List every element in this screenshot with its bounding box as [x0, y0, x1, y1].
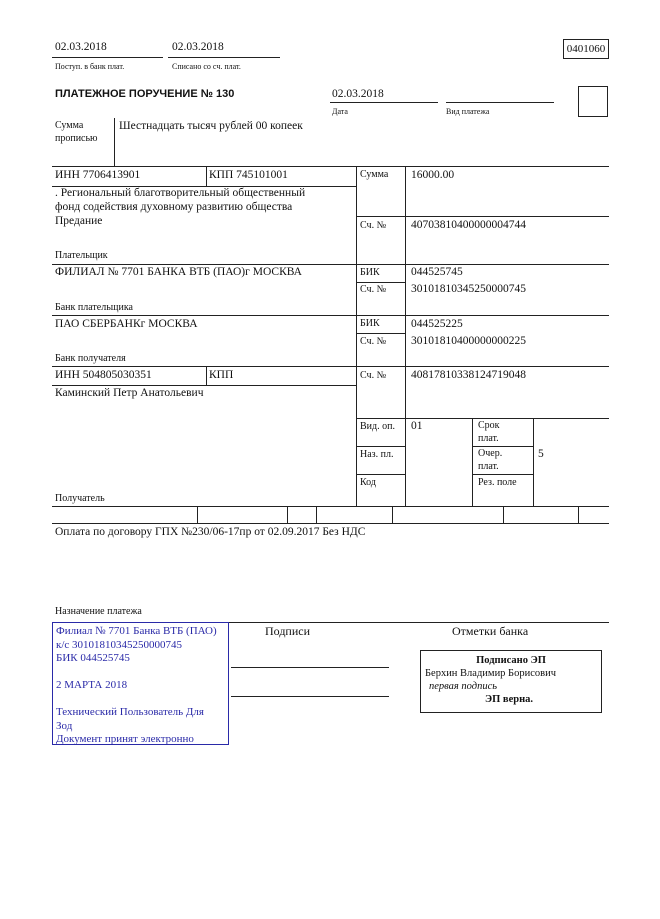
debited-label: Списано со сч. плат.	[172, 62, 241, 71]
payee-name: Каминский Петр Анатольевич	[55, 387, 204, 399]
received-label: Поступ. в банк плат.	[55, 62, 125, 71]
op-type: 01	[411, 420, 423, 432]
payment-type-label: Вид платежа	[446, 107, 490, 116]
payer-label: Плательщик	[55, 250, 108, 261]
stamp-line: Зод	[56, 719, 73, 732]
payer-inn: ИНН 7706413901	[55, 169, 141, 181]
payee-label: Получатель	[55, 493, 105, 504]
purpose-label: Назначение платежа	[55, 606, 142, 617]
payer-account: 40703810400000004744	[411, 219, 526, 231]
amount-words-label-2: прописью	[55, 133, 98, 144]
payee-bank-bik: 044525225	[411, 318, 463, 330]
payee-bank-name: ПАО СБЕРБАНКг МОСКВА	[55, 318, 198, 330]
stamp-line: к/с 30101810345250000745	[56, 638, 183, 651]
stamp-line: Документ принят электронно	[56, 733, 194, 745]
payer-name-line: фонд содействия духовному развитию общес…	[55, 201, 293, 213]
bank-marks-label: Отметки банка	[452, 624, 529, 638]
payee-bank-account: 30101810400000000225	[411, 335, 526, 347]
stamp-line: БИК 044525745	[56, 652, 130, 664]
term-label: Срок	[478, 420, 500, 431]
priority: 5	[538, 448, 544, 460]
payer-bank-name: ФИЛИАЛ № 7701 БАНКА ВТБ (ПАО)г МОСКВА	[55, 266, 302, 278]
payee-bank-account-label: Сч. №	[360, 336, 387, 347]
amount: 16000.00	[411, 169, 455, 181]
stamp-line: 2 МАРТА 2018	[56, 679, 128, 691]
date-label: Дата	[332, 107, 348, 116]
payer-bank-bik-label: БИК	[360, 267, 380, 278]
payer-bank-account: 30101810345250000745	[411, 283, 526, 295]
document-date: 02.03.2018	[332, 88, 384, 100]
amount-words-label: Сумма	[55, 120, 84, 131]
payment-purpose: Оплата по договору ГПХ №230/06-17пр от 0…	[55, 526, 366, 538]
amount-in-words: Шестнадцать тысяч рублей 00 копеек	[119, 120, 303, 132]
signature-status: ЭП верна.	[485, 694, 534, 705]
reserve-label: Рез. поле	[478, 477, 517, 488]
received-date: 02.03.2018	[55, 41, 107, 53]
payer-bank-bik: 044525745	[411, 266, 463, 278]
priority-label: Очер.	[478, 448, 503, 459]
payer-bank-label: Банк плательщика	[55, 302, 133, 313]
signer-role: первая подпись	[429, 681, 498, 692]
debited-date: 02.03.2018	[172, 41, 224, 53]
amount-label: Сумма	[360, 169, 389, 180]
payer-account-label: Сч. №	[360, 220, 387, 231]
payee-account: 40817810338124719048	[411, 369, 526, 381]
payee-account-label: Сч. №	[360, 370, 387, 381]
signed-title: Подписано ЭП	[476, 655, 546, 666]
signatures-label: Подписи	[265, 624, 311, 638]
page-title: ПЛАТЕЖНОЕ ПОРУЧЕНИЕ № 130	[55, 88, 235, 100]
priority-label-2: плат.	[478, 461, 499, 472]
payee-bank-label: Банк получателя	[55, 353, 126, 364]
payer-kpp: КПП 745101001	[209, 169, 288, 181]
status-box	[578, 86, 608, 117]
term-label-2: плат.	[478, 433, 499, 444]
payer-name-line: . Региональный благотворительный обществ…	[55, 187, 306, 199]
bank-stamp: Филиал № 7701 Банка ВТБ (ПАО) к/с 301018…	[52, 622, 229, 745]
payee-inn: ИНН 504805030351	[55, 369, 152, 381]
payer-name-line: Предание	[55, 215, 103, 227]
payee-bank-bik-label: БИК	[360, 318, 380, 329]
code-label: Код	[360, 477, 376, 488]
payee-kpp: КПП	[209, 369, 234, 381]
form-code: 0401060	[563, 39, 609, 59]
purpose-code-label: Наз. пл.	[360, 449, 394, 460]
signer-name: Берхин Владимир Борисович	[425, 668, 556, 679]
op-type-label: Вид. оп.	[360, 421, 395, 432]
payer-bank-account-label: Сч. №	[360, 284, 387, 295]
stamp-line: Филиал № 7701 Банка ВТБ (ПАО)	[56, 625, 217, 637]
bank-signature-box: Подписано ЭП Берхин Владимир Борисович п…	[420, 650, 602, 713]
stamp-line: Технический Пользователь Для	[56, 706, 204, 718]
